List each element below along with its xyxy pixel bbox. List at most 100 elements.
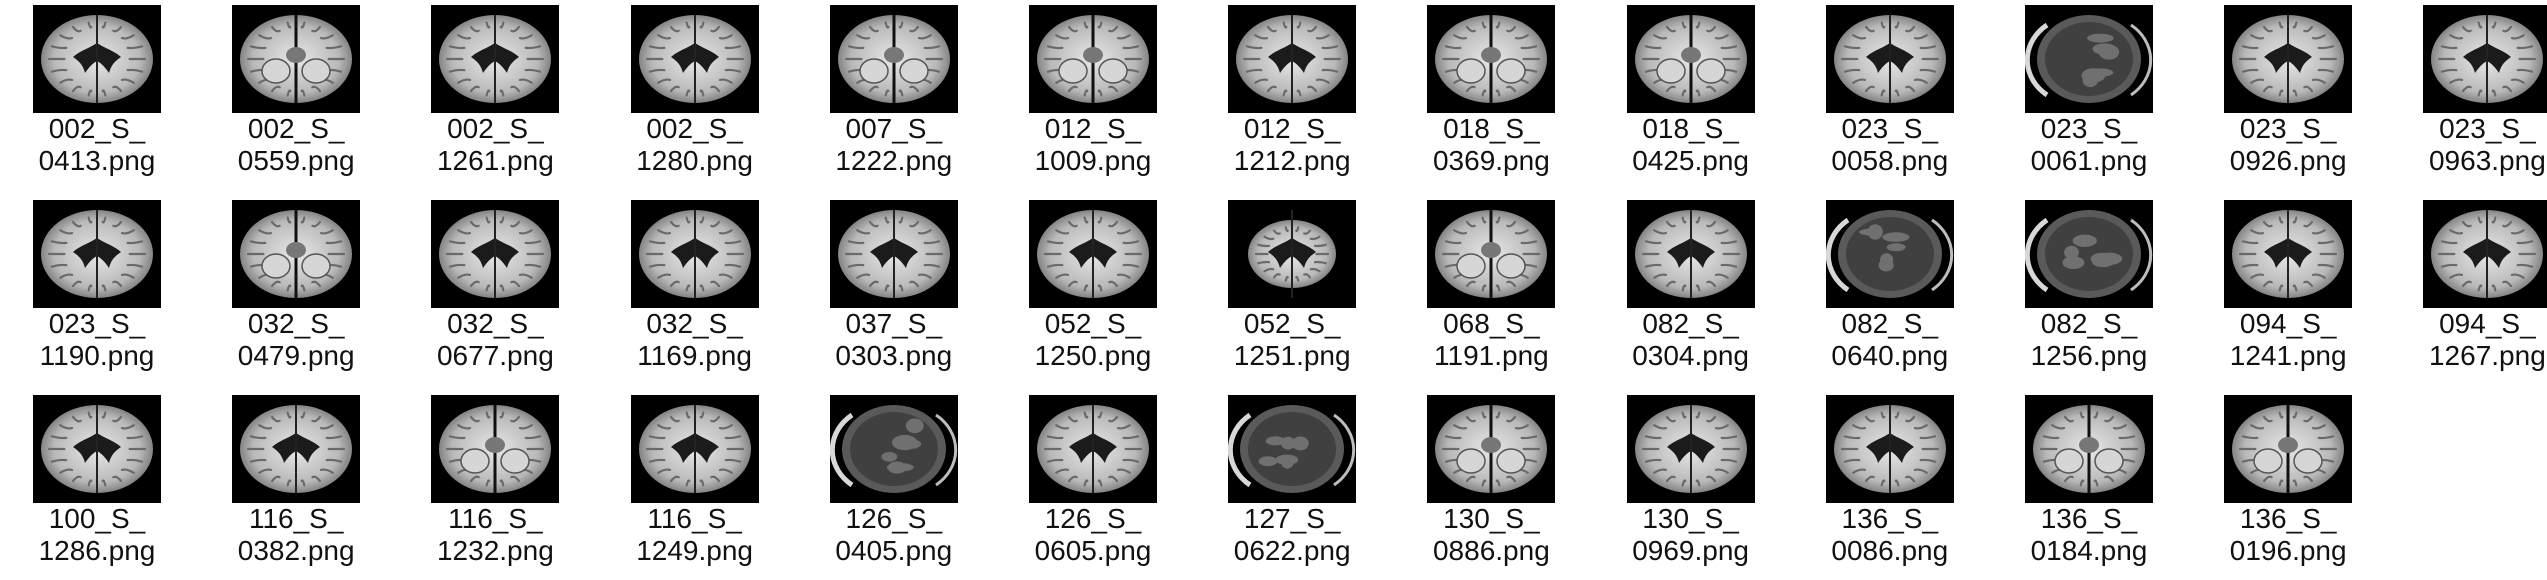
mri-slice-icon — [2431, 210, 2544, 298]
file-name-line-1: 094_S_ — [2439, 308, 2536, 339]
file-item[interactable]: 023_S_ 0963.png — [2392, 0, 2547, 190]
file-item[interactable]: 023_S_ 0061.png — [1994, 0, 2184, 190]
file-name: 012_S_ 1212.png — [1197, 113, 1387, 177]
file-name-line-1: 130_S_ — [1642, 503, 1739, 534]
mri-slice-icon — [2431, 15, 2544, 103]
file-name-line-1: 082_S_ — [1642, 308, 1739, 339]
file-name-line-2: 1249.png — [636, 535, 753, 566]
file-name-line-1: 068_S_ — [1443, 308, 1540, 339]
file-item[interactable]: 136_S_ 0196.png — [2193, 390, 2383, 580]
mri-slice-icon — [1634, 210, 1747, 298]
file-item[interactable]: 023_S_ 0058.png — [1795, 0, 1985, 190]
file-name-line-2: 0058.png — [1831, 145, 1949, 176]
file-item[interactable]: 018_S_ 0425.png — [1596, 0, 1786, 190]
file-item[interactable]: 116_S_ 1232.png — [400, 390, 590, 580]
file-thumbnail — [431, 395, 560, 503]
file-item[interactable]: 094_S_ 1267.png — [2392, 195, 2547, 385]
file-item[interactable]: 068_S_ 1191.png — [1396, 195, 1586, 385]
file-name: 002_S_ 0559.png — [201, 113, 391, 177]
file-item[interactable]: 082_S_ 1256.png — [1994, 195, 2184, 385]
file-thumbnail — [232, 200, 361, 308]
file-item[interactable]: 012_S_ 1212.png — [1197, 0, 1387, 190]
file-thumbnail — [1825, 200, 1954, 308]
file-name-line-1: 018_S_ — [1642, 113, 1739, 144]
file-item[interactable]: 082_S_ 0304.png — [1596, 195, 1786, 385]
file-thumbnail — [829, 200, 958, 308]
file-name-line-1: 018_S_ — [1443, 113, 1540, 144]
file-item[interactable]: 023_S_ 0926.png — [2193, 0, 2383, 190]
file-item[interactable]: 002_S_ 0413.png — [2, 0, 192, 190]
file-name: 002_S_ 1280.png — [600, 113, 790, 177]
mri-slice-icon — [1825, 210, 1953, 298]
file-item[interactable]: 018_S_ 0369.png — [1396, 0, 1586, 190]
file-item[interactable]: 032_S_ 0479.png — [201, 195, 391, 385]
file-name: 052_S_ 1250.png — [998, 308, 1188, 372]
file-item[interactable]: 037_S_ 0303.png — [799, 195, 989, 385]
file-name-line-2: 1250.png — [1034, 340, 1152, 371]
file-item[interactable]: 126_S_ 0405.png — [799, 390, 989, 580]
file-item[interactable]: 032_S_ 0677.png — [400, 195, 590, 385]
file-item[interactable]: 082_S_ 0640.png — [1795, 195, 1985, 385]
mri-slice-icon — [2232, 405, 2345, 503]
file-item[interactable]: 100_S_ 1286.png — [2, 390, 192, 580]
file-item[interactable]: 136_S_ 0184.png — [1994, 390, 2184, 580]
mri-slice-icon — [41, 405, 153, 493]
file-item[interactable]: 002_S_ 0559.png — [201, 0, 391, 190]
mri-slice-icon — [638, 15, 751, 103]
file-item[interactable]: 007_S_ 1222.png — [799, 0, 989, 190]
file-thumbnail — [2224, 395, 2353, 503]
file-name-line-2: 1190.png — [39, 340, 155, 371]
file-name-line-1: 023_S_ — [2040, 113, 2138, 144]
file-thumbnail — [1427, 5, 1556, 113]
mri-slice-icon — [240, 15, 353, 113]
file-item[interactable]: 032_S_ 1169.png — [600, 195, 790, 385]
file-name-line-1: 023_S_ — [2239, 113, 2337, 144]
file-name-line-1: 007_S_ — [845, 113, 943, 144]
file-name-line-1: 052_S_ — [1243, 308, 1341, 339]
file-name: 023_S_ 0061.png — [1994, 113, 2184, 177]
file-name: 032_S_ 0677.png — [400, 308, 590, 372]
file-thumbnail — [232, 395, 361, 503]
file-thumbnail — [431, 200, 560, 308]
file-name: 032_S_ 1169.png — [600, 308, 790, 372]
file-name-line-1: 012_S_ — [1243, 113, 1341, 144]
file-name: 094_S_ 1267.png — [2392, 308, 2547, 372]
file-name-line-2: 1169.png — [637, 340, 752, 371]
file-thumbnail — [1427, 200, 1556, 308]
file-name-line-1: 136_S_ — [1841, 503, 1939, 534]
file-name-line-1: 126_S_ — [1044, 503, 1142, 534]
file-name: 012_S_ 1009.png — [998, 113, 1188, 177]
file-item[interactable]: 127_S_ 0622.png — [1197, 390, 1387, 580]
mri-slice-icon — [1037, 15, 1149, 113]
file-name-line-1: 136_S_ — [2040, 503, 2138, 534]
file-name-line-2: 0605.png — [1034, 535, 1152, 566]
file-thumbnail — [2423, 200, 2547, 308]
file-item[interactable]: 002_S_ 1280.png — [600, 0, 790, 190]
file-item[interactable]: 012_S_ 1009.png — [998, 0, 1188, 190]
file-item[interactable]: 126_S_ 0605.png — [998, 390, 1188, 580]
file-name-line-1: 023_S_ — [1841, 113, 1939, 144]
file-item[interactable]: 002_S_ 1261.png — [400, 0, 590, 190]
file-item[interactable]: 094_S_ 1241.png — [2193, 195, 2383, 385]
file-name-line-1: 052_S_ — [1044, 308, 1142, 339]
file-item[interactable]: 130_S_ 0969.png — [1596, 390, 1786, 580]
file-item[interactable]: 116_S_ 1249.png — [600, 390, 790, 580]
file-item[interactable]: 136_S_ 0086.png — [1795, 390, 1985, 580]
file-thumbnail — [630, 5, 759, 113]
mri-slice-icon — [638, 405, 751, 493]
file-item[interactable]: 116_S_ 0382.png — [201, 390, 391, 580]
file-name-line-2: 0926.png — [2229, 145, 2347, 176]
file-name: 082_S_ 0304.png — [1596, 308, 1786, 372]
mri-slice-icon — [439, 405, 552, 503]
file-item[interactable]: 052_S_ 1251.png — [1197, 195, 1387, 385]
file-name-line-1: 116_S_ — [448, 503, 543, 534]
file-thumbnail — [1228, 395, 1357, 503]
mri-slice-icon — [439, 15, 552, 103]
file-thumbnail — [431, 5, 560, 113]
file-item[interactable]: 052_S_ 1250.png — [998, 195, 1188, 385]
mri-slice-icon — [240, 405, 353, 493]
file-item[interactable]: 023_S_ 1190.png — [2, 195, 192, 385]
file-name-line-2: 1286.png — [38, 535, 156, 566]
file-name: 032_S_ 0479.png — [201, 308, 391, 372]
file-item[interactable]: 130_S_ 0886.png — [1396, 390, 1586, 580]
